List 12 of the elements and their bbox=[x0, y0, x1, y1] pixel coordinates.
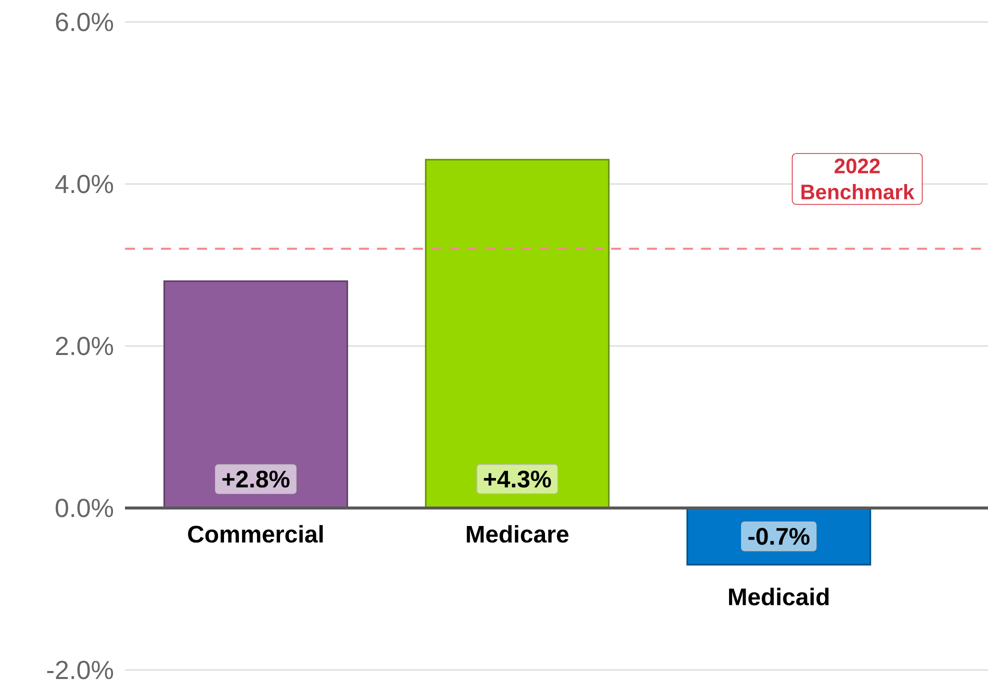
y-tick-label: 2.0% bbox=[56, 336, 114, 356]
data-label: -0.7% bbox=[748, 528, 810, 545]
y-tick-label: 4.0% bbox=[55, 174, 114, 194]
ref-line-label: 2022 Benchmark bbox=[801, 158, 914, 200]
x-tick-label: Commercial bbox=[188, 525, 323, 543]
x-tick-label: Medicaid bbox=[729, 588, 829, 606]
data-label: +4.3% bbox=[484, 470, 551, 488]
data-label: +2.8% bbox=[222, 470, 290, 488]
y-tick-label: -2.0% bbox=[47, 660, 114, 680]
y-tick-label: 0.0% bbox=[56, 498, 114, 518]
y-tick-label: 6.0% bbox=[56, 12, 114, 32]
x-tick-label: Medicare bbox=[466, 525, 568, 543]
